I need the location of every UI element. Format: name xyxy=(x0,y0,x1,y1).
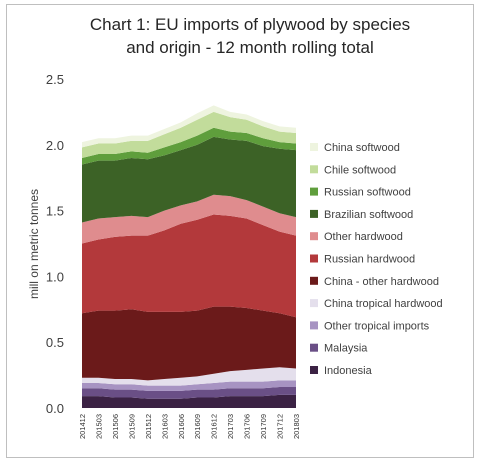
y-axis-label: mill on metric tonnes xyxy=(27,189,41,299)
legend-swatch xyxy=(310,187,318,196)
legend-swatch xyxy=(310,254,318,263)
x-tick-label: 201603 xyxy=(160,414,169,439)
legend-swatch xyxy=(310,343,318,352)
x-tick-label: 201609 xyxy=(193,414,202,439)
legend-swatch xyxy=(310,143,318,151)
legend-label: Russian hardwood xyxy=(324,254,415,266)
legend-label: Indonesia xyxy=(324,365,373,377)
y-tick-labels: 0.0 0.5 1.0 1.5 2.0 2.5 xyxy=(46,72,64,416)
legend-label: Malaysia xyxy=(324,343,368,355)
x-tick-label: 201503 xyxy=(94,414,103,439)
x-tick-label: 201509 xyxy=(127,414,136,439)
area-series-1 xyxy=(82,386,296,399)
legend-swatch xyxy=(310,232,318,241)
x-tick-label: 201712 xyxy=(276,414,285,439)
x-tick-label: 201803 xyxy=(292,414,301,439)
legend-label: China tropical hardwood xyxy=(324,298,443,310)
area-series-6 xyxy=(82,194,296,244)
x-tick-label: 201709 xyxy=(259,414,268,439)
x-tick-label: 201506 xyxy=(111,414,120,439)
x-tick-label: 201612 xyxy=(210,414,219,439)
x-tick-label: 201412 xyxy=(78,414,87,439)
legend-swatch xyxy=(310,165,318,174)
area-layers xyxy=(82,105,296,408)
area-series-3 xyxy=(82,367,296,386)
y-tick-label: 2.0 xyxy=(46,138,64,153)
area-series-7 xyxy=(82,136,296,223)
y-tick-label: 0.5 xyxy=(46,335,64,350)
x-tick-label: 201512 xyxy=(144,414,153,439)
legend-swatch xyxy=(310,299,318,308)
area-series-2 xyxy=(82,380,296,391)
area-series-0 xyxy=(82,394,296,408)
legend-label: China - other hardwood xyxy=(324,276,439,288)
legend: China softwood Chile softwood Russian soft… xyxy=(310,142,443,377)
legend-label: Chile softwood xyxy=(324,164,396,176)
legend-label: Other tropical imports xyxy=(324,320,430,332)
y-tick-label: 1.5 xyxy=(46,204,64,219)
x-tick-label: 201606 xyxy=(177,414,186,439)
chart-title-line1: Chart 1: EU imports of plywood by specie… xyxy=(90,15,410,34)
legend-label: Brazilian softwood xyxy=(324,209,413,221)
legend-label: China softwood xyxy=(324,142,400,154)
legend-swatch xyxy=(310,321,318,330)
chart-title-line2: and origin - 12 month rolling total xyxy=(126,38,374,57)
area-series-8 xyxy=(82,127,296,165)
x-tick-labels: 201412 201503 201506 201509 201512 201603 2016… xyxy=(78,414,301,439)
legend-label: Russian softwood xyxy=(324,187,411,199)
legend-swatch xyxy=(310,366,318,374)
legend-swatch xyxy=(310,276,318,285)
x-tick-label: 201706 xyxy=(243,414,252,439)
legend-swatch xyxy=(310,209,318,218)
y-tick-label: 2.5 xyxy=(46,72,64,87)
y-tick-label: 0.0 xyxy=(46,401,64,416)
area-series-10 xyxy=(82,105,296,148)
x-tick-label: 201703 xyxy=(226,414,235,439)
y-tick-label: 1.0 xyxy=(46,269,64,284)
area-series-4 xyxy=(82,306,296,381)
area-series-5 xyxy=(82,214,296,318)
area-series-9 xyxy=(82,111,296,158)
legend-label: Other hardwood xyxy=(324,231,403,243)
